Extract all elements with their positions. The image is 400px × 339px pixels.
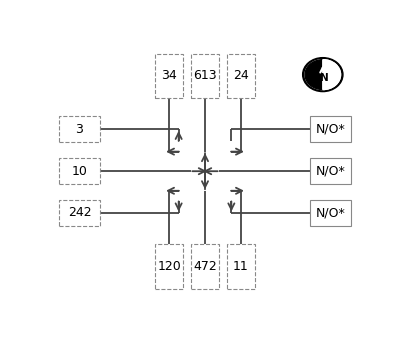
Bar [59, 200, 100, 226]
Text: 120: 120 [158, 260, 181, 273]
Bar [310, 158, 351, 184]
Bar [155, 244, 183, 289]
Wedge shape [305, 60, 323, 89]
Bar [227, 54, 254, 98]
Bar [59, 158, 100, 184]
Bar [310, 116, 351, 142]
Text: 613: 613 [193, 69, 217, 82]
Text: 472: 472 [193, 260, 217, 273]
Text: 24: 24 [233, 69, 248, 82]
Text: N: N [320, 73, 329, 83]
Bar [59, 116, 100, 142]
Bar [227, 244, 254, 289]
Bar [191, 54, 219, 98]
Bar [310, 200, 351, 226]
Bar [155, 54, 183, 98]
Text: 11: 11 [233, 260, 248, 273]
Bar [191, 244, 219, 289]
Text: N/O*: N/O* [316, 123, 346, 136]
Wedge shape [323, 60, 340, 89]
Text: N/O*: N/O* [316, 165, 346, 178]
Text: 10: 10 [72, 165, 87, 178]
Text: 3: 3 [76, 123, 83, 136]
Circle shape [303, 58, 343, 92]
Text: 34: 34 [162, 69, 177, 82]
Text: 242: 242 [68, 206, 91, 219]
Circle shape [305, 60, 340, 89]
Text: N/O*: N/O* [316, 206, 346, 219]
